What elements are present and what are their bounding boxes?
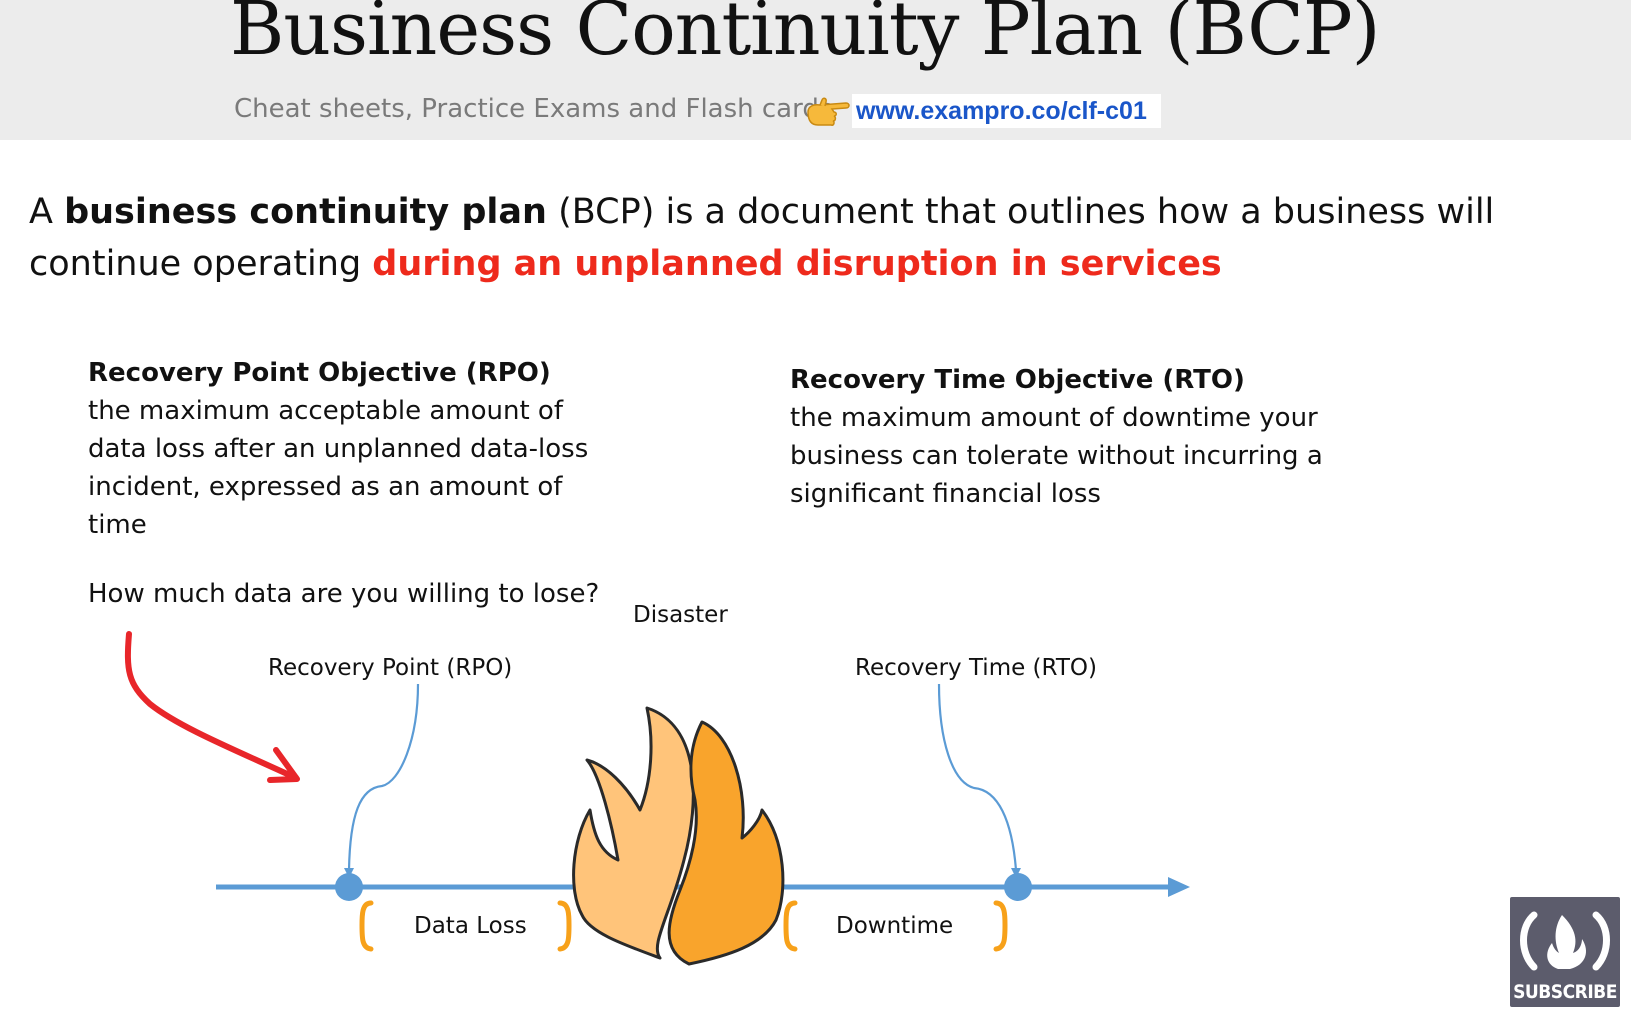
rpo-block: Recovery Point Objective (RPO) the maxim… xyxy=(88,354,608,544)
intro-paragraph: A business continuity plan (BCP) is a do… xyxy=(29,186,1509,290)
intro-highlight: during an unplanned disruption in servic… xyxy=(372,244,1222,284)
rpo-heading: Recovery Point Objective (RPO) xyxy=(88,358,551,388)
rto-callout-arrowhead xyxy=(1011,868,1021,878)
intro-term: business continuity plan xyxy=(64,192,547,232)
rpo-callout-line xyxy=(347,683,420,871)
header-subtitle: Cheat sheets, Practice Exams and Flash c… xyxy=(234,94,833,124)
subscribe-label: SUBSCRIBE xyxy=(1513,981,1617,1003)
downtime-close-bracket xyxy=(993,900,1008,952)
data-loss-label: Data Loss xyxy=(414,913,527,939)
recovery-point-marker xyxy=(335,873,363,901)
flame-left xyxy=(572,706,695,960)
disaster-label: Disaster xyxy=(633,602,728,628)
downtime-label: Downtime xyxy=(836,913,954,939)
downtime-open-bracket xyxy=(783,900,798,952)
annotation-arrow xyxy=(124,631,299,781)
page-title: Business Continuity Plan (BCP) xyxy=(230,0,1381,72)
annotation-arrowhead xyxy=(267,747,300,783)
intro-prefix: A xyxy=(29,192,65,232)
recovery-point-label: Recovery Point (RPO) xyxy=(268,655,513,681)
timeline-arrowhead xyxy=(1168,877,1190,897)
rpo-rto-diagram: Disaster Recovery Point (RPO) Recovery T… xyxy=(0,600,1631,1011)
rto-heading: Recovery Time Objective (RTO) xyxy=(790,365,1245,395)
rpo-question: How much data are you willing to lose? xyxy=(88,579,600,609)
data-loss-open-bracket xyxy=(359,900,374,952)
exampro-link[interactable]: www.exampro.co/clf-c01 xyxy=(852,94,1161,128)
rto-description: the maximum amount of downtime your busi… xyxy=(790,403,1323,509)
pointing-hand-icon xyxy=(807,97,850,126)
rto-block: Recovery Time Objective (RTO) the maximu… xyxy=(790,361,1350,513)
recovery-time-marker xyxy=(1004,873,1032,901)
intro-middle: (BCP) is a document that outlines how a … xyxy=(29,192,1495,284)
flame-right xyxy=(667,720,785,966)
data-loss-close-bracket xyxy=(557,900,572,952)
freecodecamp-logo-icon xyxy=(1520,911,1610,971)
recovery-time-label: Recovery Time (RTO) xyxy=(855,655,1097,681)
fire-icon xyxy=(572,706,785,966)
rpo-description: the maximum acceptable amount of data lo… xyxy=(88,396,589,540)
rto-callout-line xyxy=(937,683,1018,871)
subscribe-badge[interactable]: SUBSCRIBE xyxy=(1510,897,1620,1007)
